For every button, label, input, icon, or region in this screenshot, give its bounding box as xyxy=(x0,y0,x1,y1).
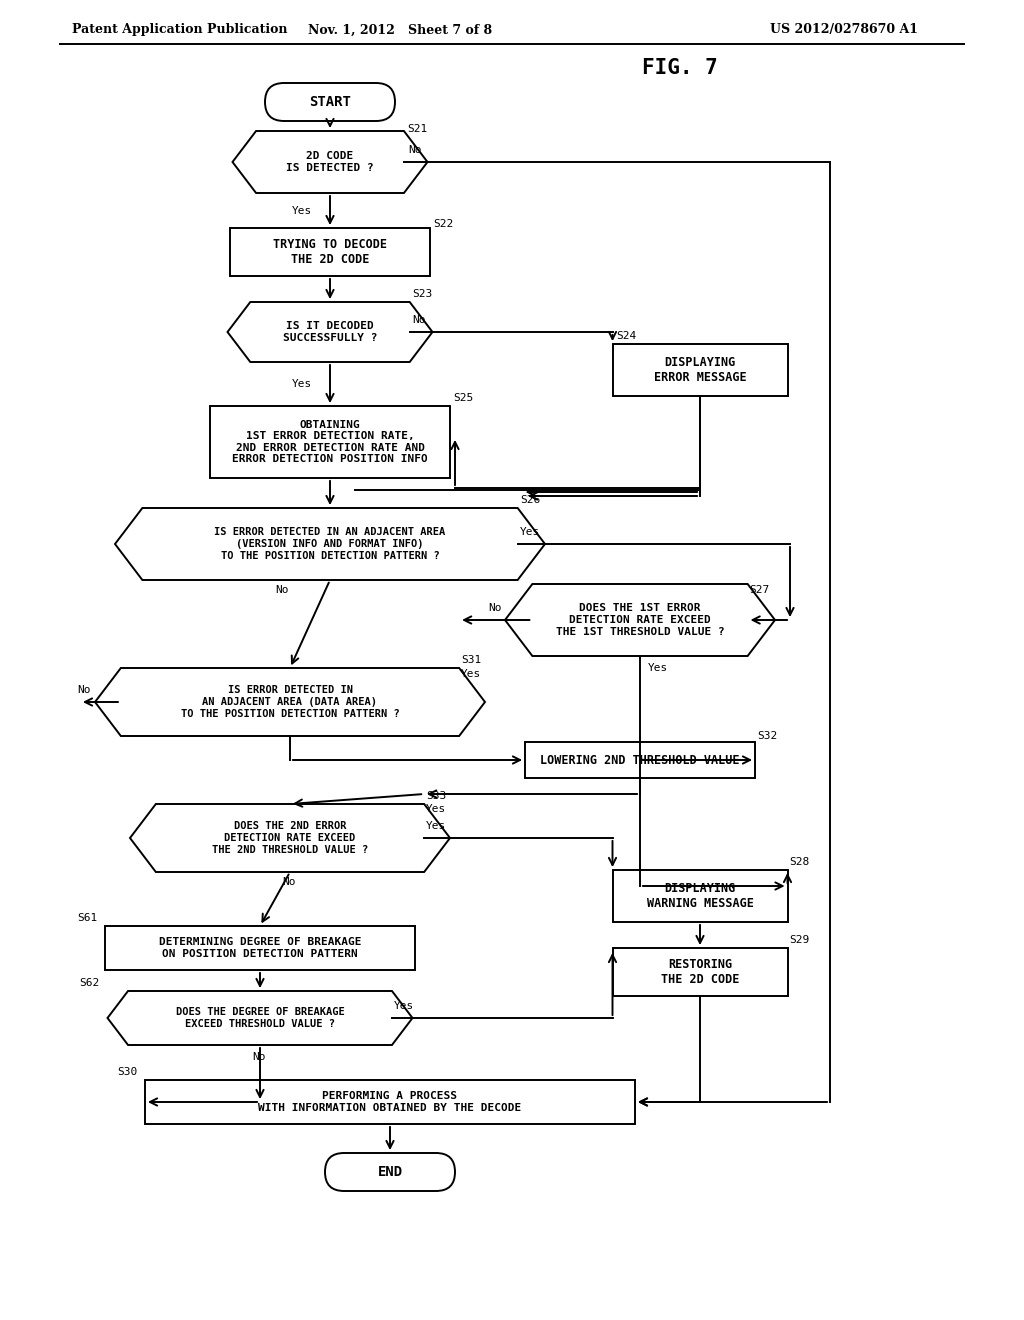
Text: DOES THE DEGREE OF BREAKAGE
EXCEED THRESHOLD VALUE ?: DOES THE DEGREE OF BREAKAGE EXCEED THRES… xyxy=(176,1007,344,1028)
Text: LOWERING 2ND THRESHOLD VALUE: LOWERING 2ND THRESHOLD VALUE xyxy=(541,754,739,767)
Text: Yes: Yes xyxy=(519,527,540,537)
Polygon shape xyxy=(115,508,545,579)
Text: Yes: Yes xyxy=(292,206,312,215)
Text: No: No xyxy=(275,585,289,595)
Text: DISPLAYING
WARNING MESSAGE: DISPLAYING WARNING MESSAGE xyxy=(646,882,754,909)
Text: S31: S31 xyxy=(461,655,481,665)
Text: Yes: Yes xyxy=(461,669,481,678)
Polygon shape xyxy=(95,668,485,737)
Polygon shape xyxy=(505,583,775,656)
Text: IS ERROR DETECTED IN AN ADJACENT AREA
(VERSION INFO AND FORMAT INFO)
TO THE POSI: IS ERROR DETECTED IN AN ADJACENT AREA (V… xyxy=(214,528,445,561)
Bar xyxy=(525,742,755,777)
Text: S28: S28 xyxy=(790,857,810,867)
Polygon shape xyxy=(130,804,450,873)
FancyBboxPatch shape xyxy=(265,83,395,121)
Text: No: No xyxy=(77,685,90,696)
Bar xyxy=(612,948,787,997)
Polygon shape xyxy=(108,991,413,1045)
Text: Yes: Yes xyxy=(292,379,312,389)
Text: S22: S22 xyxy=(433,219,454,228)
Text: TRYING TO DECODE
THE 2D CODE: TRYING TO DECODE THE 2D CODE xyxy=(273,238,387,267)
Text: S26: S26 xyxy=(520,495,541,506)
Polygon shape xyxy=(227,302,432,362)
Text: Yes: Yes xyxy=(648,663,669,673)
Bar xyxy=(230,228,430,276)
Text: Yes: Yes xyxy=(426,804,446,814)
Text: Yes: Yes xyxy=(426,821,446,832)
Text: Patent Application Publication: Patent Application Publication xyxy=(72,24,288,37)
Text: No: No xyxy=(408,145,422,154)
Text: Nov. 1, 2012   Sheet 7 of 8: Nov. 1, 2012 Sheet 7 of 8 xyxy=(308,24,493,37)
Text: S23: S23 xyxy=(413,289,433,300)
Text: Yes: Yes xyxy=(394,1001,415,1011)
Bar xyxy=(612,345,787,396)
Text: S30: S30 xyxy=(117,1067,137,1077)
Text: PERFORMING A PROCESS
WITH INFORMATION OBTAINED BY THE DECODE: PERFORMING A PROCESS WITH INFORMATION OB… xyxy=(258,1092,521,1113)
Text: S24: S24 xyxy=(616,331,637,341)
Text: S33: S33 xyxy=(426,791,446,801)
Bar xyxy=(145,1080,635,1125)
Text: DETERMINING DEGREE OF BREAKAGE
ON POSITION DETECTION PATTERN: DETERMINING DEGREE OF BREAKAGE ON POSITI… xyxy=(159,937,361,958)
Text: S29: S29 xyxy=(790,935,810,945)
Bar xyxy=(210,407,450,478)
Text: No: No xyxy=(488,603,502,612)
Text: US 2012/0278670 A1: US 2012/0278670 A1 xyxy=(770,24,918,37)
Text: No: No xyxy=(252,1052,265,1063)
Polygon shape xyxy=(232,131,427,193)
FancyBboxPatch shape xyxy=(325,1152,455,1191)
Text: DOES THE 2ND ERROR
DETECTION RATE EXCEED
THE 2ND THRESHOLD VALUE ?: DOES THE 2ND ERROR DETECTION RATE EXCEED… xyxy=(212,821,368,854)
Text: OBTAINING
1ST ERROR DETECTION RATE,
2ND ERROR DETECTION RATE AND
ERROR DETECTION: OBTAINING 1ST ERROR DETECTION RATE, 2ND … xyxy=(232,420,428,465)
Bar xyxy=(612,870,787,921)
Text: IS IT DECODED
SUCCESSFULLY ?: IS IT DECODED SUCCESSFULLY ? xyxy=(283,321,377,343)
Text: S25: S25 xyxy=(453,393,473,403)
Text: DOES THE 1ST ERROR
DETECTION RATE EXCEED
THE 1ST THRESHOLD VALUE ?: DOES THE 1ST ERROR DETECTION RATE EXCEED… xyxy=(556,603,724,636)
Text: DISPLAYING
ERROR MESSAGE: DISPLAYING ERROR MESSAGE xyxy=(653,356,746,384)
Text: FIG. 7: FIG. 7 xyxy=(642,58,718,78)
Text: S21: S21 xyxy=(407,124,427,135)
Text: No: No xyxy=(282,876,296,887)
Text: No: No xyxy=(413,315,426,325)
Text: S27: S27 xyxy=(750,585,770,595)
Text: S61: S61 xyxy=(77,913,97,923)
Bar xyxy=(105,927,415,970)
Text: 2D CODE
IS DETECTED ?: 2D CODE IS DETECTED ? xyxy=(286,152,374,173)
Text: RESTORING
THE 2D CODE: RESTORING THE 2D CODE xyxy=(660,958,739,986)
Text: IS ERROR DETECTED IN
AN ADJACENT AREA (DATA AREA)
TO THE POSITION DETECTION PATT: IS ERROR DETECTED IN AN ADJACENT AREA (D… xyxy=(180,685,399,718)
Text: S32: S32 xyxy=(757,731,777,741)
Text: START: START xyxy=(309,95,351,110)
Text: S62: S62 xyxy=(80,978,99,987)
Text: END: END xyxy=(378,1166,402,1179)
